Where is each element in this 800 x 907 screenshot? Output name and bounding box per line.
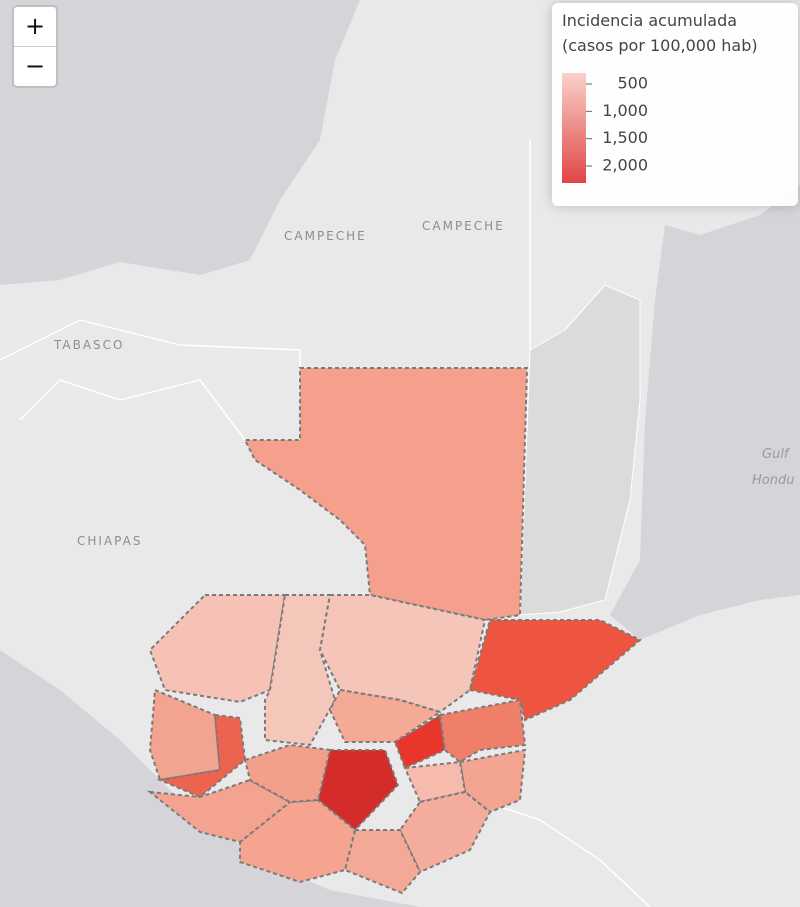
department	[243, 367, 529, 622]
department	[156, 713, 247, 799]
guatemala	[146, 367, 642, 895]
department	[438, 698, 527, 764]
legend-tick-label: 500	[617, 74, 648, 93]
border	[479, 799, 651, 907]
department	[148, 688, 222, 782]
place-label: CAMPECHE	[284, 229, 367, 243]
legend-title: (casos por 100,000 hab)	[562, 36, 758, 55]
department	[239, 798, 357, 884]
department	[343, 829, 422, 895]
department	[243, 743, 332, 804]
sea-label: Hondu	[752, 473, 794, 488]
gulf-of-mexico	[0, 0, 360, 285]
zoom-control: + −	[12, 5, 58, 88]
border	[19, 379, 246, 441]
legend-title: Incidencia acumulada	[562, 11, 738, 30]
department	[148, 594, 287, 704]
place-label: CHIAPAS	[77, 534, 142, 548]
place-label: CAMPECHE	[422, 219, 505, 233]
pacific-ocean	[0, 650, 420, 907]
legend: Incidencia acumulada (casos por 100,000 …	[552, 3, 798, 206]
zoom-out-button[interactable]: −	[14, 46, 56, 86]
border	[0, 319, 301, 368]
legend-color-bar	[562, 73, 586, 183]
caribbean-sea	[610, 185, 800, 640]
sea-label: Gulf	[762, 447, 791, 462]
legend-tick-label: 1,500	[602, 128, 648, 147]
department	[316, 749, 400, 832]
belize	[519, 284, 641, 616]
legend-scale: 500 1,000 1,500 2,000	[562, 73, 648, 183]
legend-tick-label: 2,000	[602, 156, 648, 175]
department	[398, 790, 492, 874]
zoom-in-button[interactable]: +	[24, 12, 46, 40]
place-label: TABASCO	[53, 338, 125, 352]
legend-tick-label: 1,000	[602, 101, 648, 120]
department	[468, 619, 642, 722]
